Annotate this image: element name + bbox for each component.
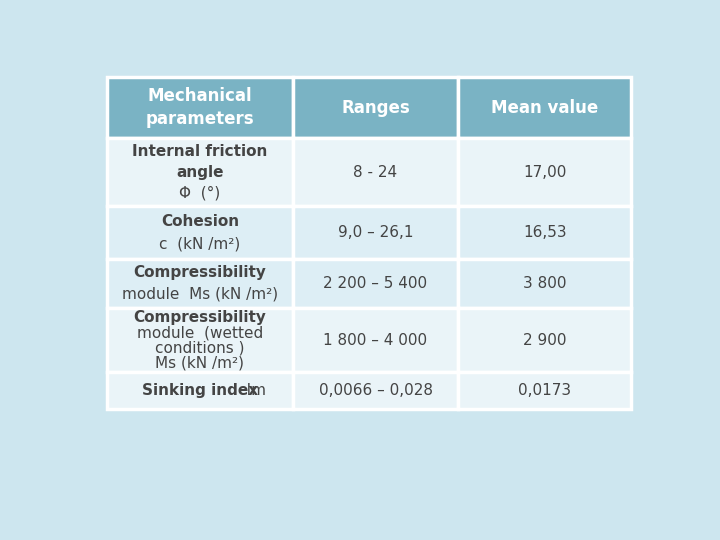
Bar: [458, 138, 631, 206]
Bar: [458, 77, 631, 138]
Text: Compressibility: Compressibility: [133, 310, 266, 325]
Text: conditions ): conditions ): [155, 340, 245, 355]
Text: angle: angle: [176, 165, 224, 180]
Bar: [458, 259, 631, 308]
Text: Im: Im: [90, 473, 124, 488]
Text: Im: Im: [232, 383, 266, 399]
Text: Sinking index: Sinking index: [142, 383, 258, 399]
Bar: [293, 206, 458, 259]
Bar: [293, 77, 458, 138]
Text: Compressibility: Compressibility: [133, 265, 266, 280]
Text: 16,53: 16,53: [523, 225, 567, 240]
Text: Mechanical
parameters: Mechanical parameters: [145, 87, 254, 129]
Text: 1 800 – 4 000: 1 800 – 4 000: [323, 333, 428, 348]
Text: Ranges: Ranges: [341, 99, 410, 117]
Text: 2 900: 2 900: [523, 333, 567, 348]
Text: 2 200 – 5 400: 2 200 – 5 400: [323, 276, 428, 291]
Text: Sinking index: Sinking index: [90, 473, 206, 488]
Text: 0,0173: 0,0173: [518, 383, 571, 399]
Bar: [107, 259, 293, 308]
Text: 8 - 24: 8 - 24: [354, 165, 397, 180]
Bar: [293, 259, 458, 308]
Text: module  (wetted: module (wetted: [137, 325, 263, 340]
Bar: [107, 206, 293, 259]
Text: 3 800: 3 800: [523, 276, 567, 291]
Bar: [458, 308, 631, 373]
Text: Φ  (°): Φ (°): [179, 185, 220, 200]
Bar: [293, 308, 458, 373]
Text: Ms (kN /m²): Ms (kN /m²): [156, 355, 244, 370]
Bar: [293, 138, 458, 206]
Text: Internal friction: Internal friction: [132, 144, 268, 159]
Text: Cohesion: Cohesion: [161, 214, 239, 229]
Bar: [107, 77, 293, 138]
Text: 17,00: 17,00: [523, 165, 567, 180]
Bar: [458, 206, 631, 259]
Bar: [107, 308, 293, 373]
Bar: [458, 373, 631, 409]
Bar: [107, 138, 293, 206]
Text: Mean value: Mean value: [491, 99, 598, 117]
Text: c  (kN /m²): c (kN /m²): [159, 237, 240, 252]
Text: 9,0 – 26,1: 9,0 – 26,1: [338, 225, 413, 240]
Text: module  Ms (kN /m²): module Ms (kN /m²): [122, 287, 278, 301]
Text: 0,0066 – 0,028: 0,0066 – 0,028: [318, 383, 433, 399]
Bar: [293, 373, 458, 409]
Bar: [107, 373, 293, 409]
